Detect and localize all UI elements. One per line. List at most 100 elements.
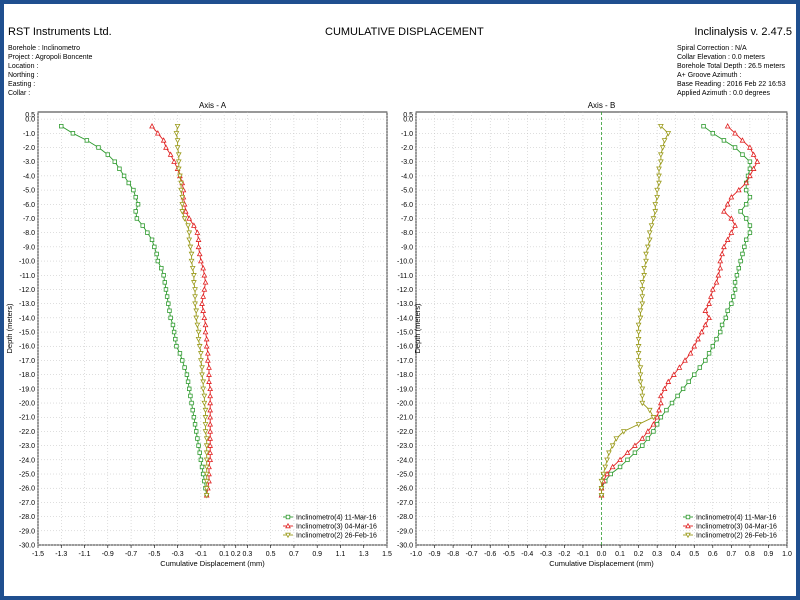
data-point — [632, 442, 638, 448]
data-point — [747, 159, 753, 164]
data-point — [188, 258, 195, 265]
data-point — [186, 237, 193, 243]
data-point — [657, 159, 664, 165]
data-point — [723, 315, 728, 321]
y-tick-label: -3.0 — [401, 159, 413, 166]
data-point — [207, 392, 214, 399]
data-point — [207, 428, 214, 434]
data-point — [207, 435, 214, 441]
x-tick-label: -0.1 — [195, 551, 207, 558]
meta-borehole: Borehole : Inclinometro — [8, 45, 80, 52]
data-point — [203, 486, 210, 492]
x-tick-label: -1.5 — [32, 551, 44, 558]
data-point — [167, 308, 172, 313]
data-point — [121, 173, 127, 179]
chart-title: Axis - A — [199, 101, 227, 110]
y-tick-label: -1.0 — [401, 131, 413, 138]
y-tick-label: -25.0 — [19, 472, 35, 479]
y-tick-label: -12.0 — [397, 287, 413, 294]
data-point — [200, 379, 207, 385]
data-point — [664, 407, 669, 413]
meta-easting: Easting : — [8, 81, 36, 88]
data-point — [709, 286, 716, 292]
series-3 — [173, 123, 210, 499]
data-point — [639, 280, 646, 286]
data-point — [191, 280, 197, 286]
data-point — [654, 422, 660, 427]
y-tick-label: -17.0 — [19, 358, 35, 365]
data-point — [738, 209, 743, 214]
data-point — [200, 386, 207, 392]
y-tick-label: -30.0 — [19, 543, 35, 550]
data-point — [164, 294, 170, 299]
data-point — [717, 265, 724, 271]
data-point — [197, 351, 204, 357]
data-point — [135, 202, 141, 207]
data-point — [645, 428, 651, 434]
data-point — [207, 456, 214, 463]
data-point — [202, 279, 209, 285]
data-point — [639, 400, 646, 407]
data-point — [201, 314, 208, 321]
series-1 — [599, 123, 753, 498]
meta-groove-azimuth: A+ Groove Azimuth : — [677, 72, 742, 79]
legend-entry: Inclinometro(2) 26-Feb-16 — [696, 533, 777, 540]
data-point — [719, 250, 725, 257]
y-tick-label: -20.0 — [397, 401, 413, 408]
x-tick-label: 0.9 — [312, 551, 322, 558]
data-point — [188, 251, 195, 258]
data-point — [189, 265, 196, 272]
data-point — [728, 215, 735, 221]
legend-entry: Inclinometro(2) 26-Feb-16 — [296, 533, 377, 540]
data-point — [695, 336, 701, 342]
company-name: RST Instruments Ltd. — [8, 26, 112, 38]
legend-entry: Inclinometro(4) 11-Mar-16 — [296, 515, 377, 522]
y-tick-label: -29.0 — [19, 528, 35, 535]
data-point — [199, 464, 205, 470]
data-point — [196, 344, 203, 350]
data-point — [742, 244, 747, 250]
data-point — [650, 421, 657, 427]
legend-entry: Inclinometro(3) 04-Mar-16 — [696, 524, 777, 531]
data-point — [70, 131, 76, 136]
data-point — [178, 180, 184, 187]
y-tick-label: -4.0 — [23, 173, 35, 180]
data-point — [658, 415, 664, 420]
y-tick-label: -25.0 — [397, 472, 413, 479]
data-point — [195, 243, 202, 250]
data-point — [682, 357, 688, 363]
data-point — [685, 532, 691, 539]
data-point — [739, 137, 746, 143]
y-tick-label: -28.0 — [19, 514, 35, 521]
data-point — [203, 471, 210, 478]
data-point — [710, 344, 715, 349]
data-point — [206, 364, 212, 370]
data-point — [639, 294, 646, 300]
data-point — [203, 464, 210, 471]
data-point — [617, 464, 623, 470]
x-axis-label: Cumulative Displacement (mm) — [160, 559, 265, 568]
data-point — [754, 158, 761, 164]
data-point — [199, 365, 205, 371]
data-point — [198, 457, 204, 463]
x-tick-label: -1.1 — [79, 551, 91, 558]
data-point — [192, 287, 198, 293]
data-point — [692, 372, 697, 377]
borehole-info: Borehole : Inclinometro Project : Agropo… — [8, 44, 92, 98]
data-point — [698, 328, 705, 335]
chart-axis-b: 0.0 -1.0 -2.0 -3.0 -4.0 -5.0 -6.0 -7.0 -8.0 -9.0 -… — [397, 101, 792, 568]
data-point — [732, 130, 738, 136]
data-point — [639, 301, 646, 307]
legend-entry: Inclinometro(4) 11-Mar-16 — [696, 515, 777, 522]
y-tick-label: -26.0 — [397, 486, 413, 493]
y-axis-label: Depth (meters) — [5, 303, 14, 354]
data-point — [734, 273, 740, 278]
data-point — [285, 522, 291, 529]
data-point — [635, 329, 642, 336]
data-point — [613, 436, 620, 442]
x-tick-label: 1.1 — [336, 551, 346, 558]
x-tick-label: 0.4 — [671, 551, 681, 558]
y-tick-label: -16.0 — [19, 344, 35, 351]
data-point — [602, 464, 609, 471]
y-tick-label: -10.0 — [19, 259, 35, 266]
